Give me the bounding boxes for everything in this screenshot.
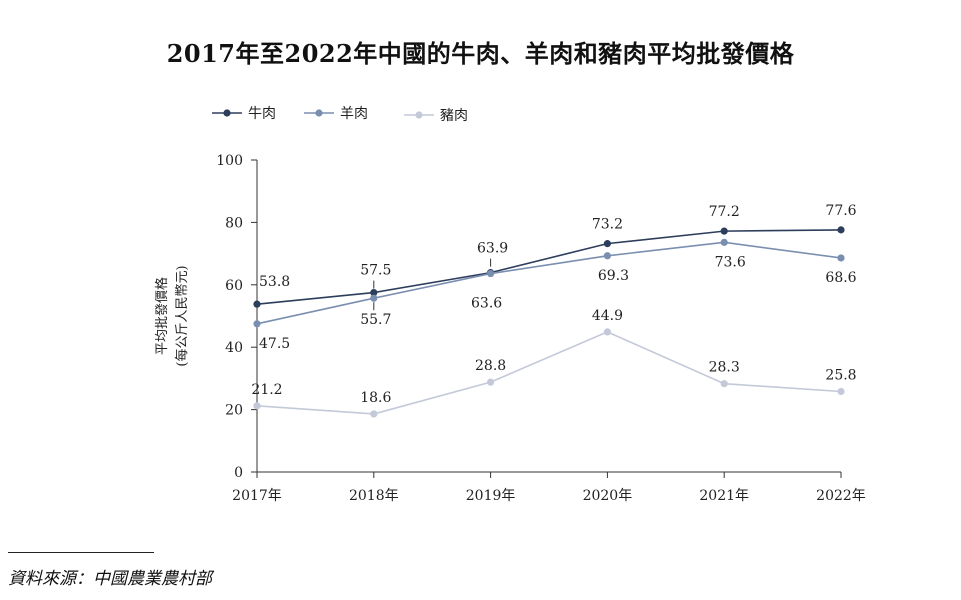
y-tick-label: 20	[225, 403, 243, 419]
data-point	[253, 320, 261, 328]
data-label: 77.2	[709, 204, 740, 220]
legend-label: 羊肉	[340, 106, 368, 122]
y-tick-label: 60	[225, 278, 243, 294]
data-point	[720, 380, 728, 388]
data-label: 63.6	[471, 296, 502, 312]
data-label: 77.6	[825, 203, 856, 219]
data-point	[487, 378, 495, 386]
data-point	[837, 254, 845, 262]
data-label: 73.6	[715, 254, 746, 270]
data-label: 28.8	[475, 358, 506, 374]
x-tick-label: 2020年	[583, 488, 633, 504]
y-tick-label: 80	[225, 215, 243, 231]
data-point	[253, 300, 261, 308]
data-point	[837, 387, 845, 396]
y-tick-label: 100	[216, 153, 243, 169]
data-label: 18.6	[360, 390, 391, 406]
x-tick-label: 2022年	[816, 488, 866, 504]
axes: 0 20 40 60 80 100 2017年 2018年 2019年 2020年 2021年 202…	[216, 153, 866, 504]
data-point	[603, 240, 612, 248]
data-point	[370, 289, 378, 297]
source-note: 資料來源：中國農業農村部	[8, 569, 212, 589]
data-label: 44.9	[592, 308, 623, 324]
data-label: 28.3	[709, 360, 740, 376]
data-label: 69.3	[598, 268, 629, 284]
legend-label: 豬肉	[440, 108, 468, 124]
data-point	[603, 252, 612, 260]
y-tick-label: 0	[234, 465, 243, 481]
y-tick-label: 40	[225, 340, 243, 356]
data-point	[253, 402, 261, 410]
data-label: 63.9	[477, 241, 508, 257]
y-axis-title-group: 平均批發價格 (每公斤人民幣元)	[154, 265, 190, 366]
data-point	[603, 328, 612, 336]
data-point	[720, 238, 728, 246]
data-label: 55.7	[360, 312, 391, 328]
data-point	[837, 226, 845, 234]
chart-title: 2017年至2022年中國的牛肉、羊肉和豬肉平均批發價格	[166, 39, 795, 68]
y-axis-unit: (每公斤人民幣元)	[174, 265, 190, 366]
data-label: 53.8	[259, 274, 290, 290]
data-point	[720, 227, 728, 235]
x-tick-label: 2017年	[232, 488, 282, 504]
line-chart: 牛肉 羊肉 豬肉 0 20 40 60 80 100 2017年 2018年 2019年 2020年 2…	[154, 106, 866, 504]
data-point	[487, 269, 495, 278]
legend-marker	[315, 109, 323, 117]
data-label: 25.8	[825, 368, 856, 384]
legend: 牛肉 羊肉 豬肉	[212, 106, 468, 124]
legend-marker	[223, 109, 231, 117]
data-point	[370, 294, 378, 302]
data-label: 57.5	[360, 263, 391, 279]
series-lines	[253, 226, 845, 418]
data-point	[370, 410, 378, 418]
series-line-2	[256, 241, 842, 325]
legend-marker	[415, 111, 423, 119]
x-tick-label: 2018年	[349, 488, 399, 504]
data-labels: 53.8 57.5 63.9 73.2 77.2 77.6 47.5 55.7 63.6 69.3…	[251, 203, 856, 406]
series-line-3	[256, 331, 842, 415]
data-label: 21.2	[251, 382, 282, 398]
series-line-1	[256, 229, 842, 305]
y-axis-title: 平均批發價格	[154, 277, 170, 355]
source-divider	[8, 552, 154, 553]
legend-label: 牛肉	[248, 106, 276, 122]
data-label: 68.6	[825, 270, 856, 286]
data-label: 73.2	[592, 217, 623, 233]
x-tick-label: 2019年	[466, 488, 516, 504]
data-label: 47.5	[259, 336, 290, 352]
x-tick-label: 2021年	[699, 488, 749, 504]
